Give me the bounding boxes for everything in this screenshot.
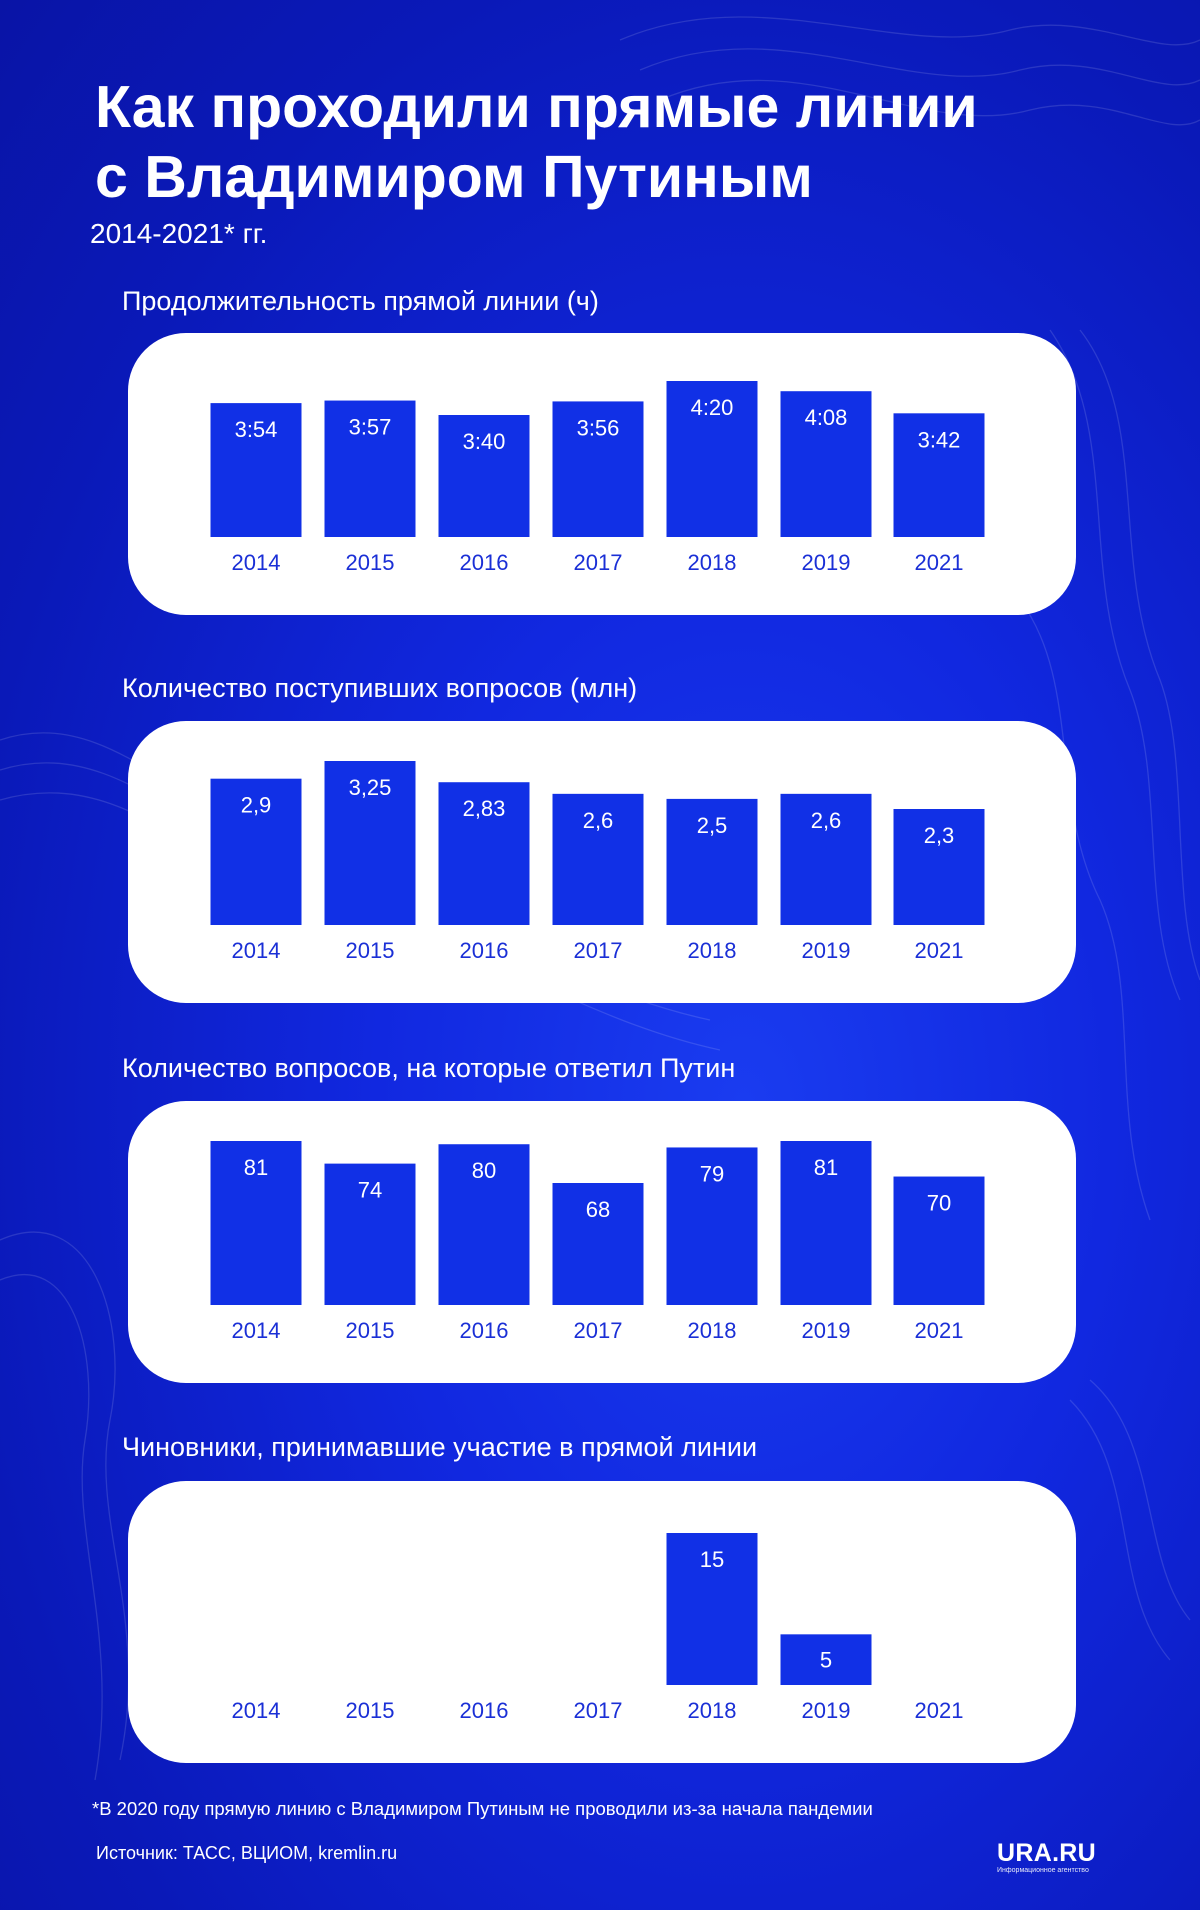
bar-2014 (210, 403, 302, 537)
bar-2015 (324, 761, 416, 925)
year-label-2021: 2021 (915, 550, 964, 575)
bar-value-label-2015: 3,25 (349, 775, 392, 800)
year-label-2017: 2017 (574, 550, 623, 575)
bar-value-label-2015: 74 (358, 1178, 382, 1203)
bar-2018 (666, 798, 758, 925)
bar-value-label-2018: 79 (700, 1161, 724, 1186)
bar-value-label-2018: 2,5 (697, 813, 728, 838)
year-label-2021: 2021 (915, 1318, 964, 1343)
bar-2019 (780, 793, 872, 925)
bar-2019 (780, 391, 872, 537)
bar-2019 (780, 1141, 872, 1305)
year-label-2015: 2015 (346, 1698, 395, 1723)
bar-2017 (552, 401, 644, 537)
bar-value-label-2017: 2,6 (583, 808, 614, 833)
bar-2019 (780, 1634, 872, 1685)
year-label-2015: 2015 (346, 938, 395, 963)
year-label-2016: 2016 (460, 1698, 509, 1723)
bar-2021 (893, 1176, 985, 1305)
bar-value-label-2017: 3:56 (577, 415, 620, 440)
bar-2016 (438, 782, 530, 925)
year-label-2014: 2014 (232, 550, 281, 575)
bar-value-label-2016: 3:40 (463, 429, 506, 454)
bar-value-label-2021: 3:42 (918, 427, 961, 452)
bar-value-label-2014: 3:54 (235, 417, 278, 442)
year-label-2019: 2019 (802, 938, 851, 963)
bar-2017 (552, 1183, 644, 1305)
ura-ru-logo: URA.RU Информационное агентство (997, 1840, 1109, 1880)
year-label-2019: 2019 (802, 550, 851, 575)
year-label-2016: 2016 (460, 1318, 509, 1343)
bar-value-label-2016: 80 (472, 1158, 496, 1183)
bar-2016 (438, 1144, 530, 1305)
officials-chart-panel: 2014 2015 2016 2017 15 2018 5 2019 2021 (128, 1481, 1076, 1763)
year-label-2021: 2021 (915, 1698, 964, 1723)
bar-2018 (666, 1147, 758, 1305)
questions-received-chart-title: Количество поступивших вопросов (млн) (122, 673, 638, 703)
bar-2014 (210, 1141, 302, 1305)
infographic-title: Как проходили прямые линии с Владимиром … (95, 74, 978, 210)
bar-value-label-2019: 81 (814, 1155, 838, 1180)
bar-2018 (666, 381, 758, 537)
year-label-2017: 2017 (574, 1698, 623, 1723)
year-label-2017: 2017 (574, 938, 623, 963)
year-label-2014: 2014 (232, 1698, 281, 1723)
bar-value-label-2019: 2,6 (811, 808, 842, 833)
duration-chart-panel: 3:54 2014 3:57 2015 3:40 2016 3:56 2017 4:20 2018… (128, 333, 1076, 615)
source-note: Источник: ТАСС, ВЦИОМ, kremlin.ru (96, 1843, 398, 1863)
year-label-2018: 2018 (688, 938, 737, 963)
bar-2016 (438, 415, 530, 537)
questions-received-chart-panel: 2,9 2014 3,25 2015 2,83 2016 2,6 2017 2,5 2018 2,6… (128, 721, 1076, 1003)
bar-value-label-2019: 4:08 (805, 405, 848, 430)
questions-received-bar-chart: 2,9 2014 3,25 2015 2,83 2016 2,6 2017 2,5 2018 2,6… (210, 761, 985, 963)
duration-chart-title: Продолжительность прямой линии (ч) (122, 286, 599, 316)
bar-value-label-2021: 70 (927, 1191, 951, 1216)
year-label-2014: 2014 (232, 938, 281, 963)
year-label-2017: 2017 (574, 1318, 623, 1343)
logo-tagline: Информационное агентство (997, 1867, 1089, 1874)
bar-value-label-2016: 2,83 (463, 796, 506, 821)
bar-2021 (893, 413, 985, 537)
year-label-2019: 2019 (802, 1318, 851, 1343)
questions-answered-bar-chart: 81 2014 74 2015 80 2016 68 2017 79 2018 81 2019 70 20… (210, 1141, 985, 1343)
bar-value-label-2015: 3:57 (349, 415, 392, 440)
year-label-2018: 2018 (688, 1698, 737, 1723)
bar-value-label-2021: 2,3 (924, 823, 955, 848)
bar-value-label-2019: 5 (820, 1648, 832, 1673)
bar-2015 (324, 1163, 416, 1305)
duration-bar-chart: 3:54 2014 3:57 2015 3:40 2016 3:56 2017 4:20 2018… (210, 381, 985, 575)
bar-value-label-2018: 15 (700, 1547, 724, 1572)
year-label-2019: 2019 (802, 1698, 851, 1723)
year-label-2015: 2015 (346, 1318, 395, 1343)
footnote: *В 2020 году прямую линию с Владимиром П… (92, 1798, 873, 1819)
bar-2017 (552, 793, 644, 925)
bar-value-label-2017: 68 (586, 1197, 610, 1222)
year-label-2016: 2016 (460, 550, 509, 575)
bar-value-label-2018: 4:20 (691, 395, 734, 420)
questions-answered-chart-panel: 81 2014 74 2015 80 2016 68 2017 79 2018 81 2019 70 20… (128, 1101, 1076, 1383)
officials-bar-chart: 2014 2015 2016 2017 15 2018 5 2019 2021 (232, 1533, 964, 1723)
officials-chart-title: Чиновники, принимавшие участие в прямой … (122, 1432, 758, 1462)
bar-2021 (893, 809, 985, 925)
bar-value-label-2014: 81 (244, 1155, 268, 1180)
bar-2014 (210, 778, 302, 925)
bar-2018 (666, 1533, 758, 1685)
bar-value-label-2014: 2,9 (241, 793, 272, 818)
year-label-2014: 2014 (232, 1318, 281, 1343)
bar-2015 (324, 400, 416, 537)
year-label-2018: 2018 (688, 550, 737, 575)
year-label-2015: 2015 (346, 550, 395, 575)
questions-answered-chart-title: Количество вопросов, на которые ответил … (122, 1053, 736, 1083)
logo-wordmark: URA.RU (997, 1839, 1097, 1867)
period-subtitle: 2014-2021* гг. (90, 218, 268, 249)
year-label-2016: 2016 (460, 938, 509, 963)
year-label-2021: 2021 (915, 938, 964, 963)
year-label-2018: 2018 (688, 1318, 737, 1343)
